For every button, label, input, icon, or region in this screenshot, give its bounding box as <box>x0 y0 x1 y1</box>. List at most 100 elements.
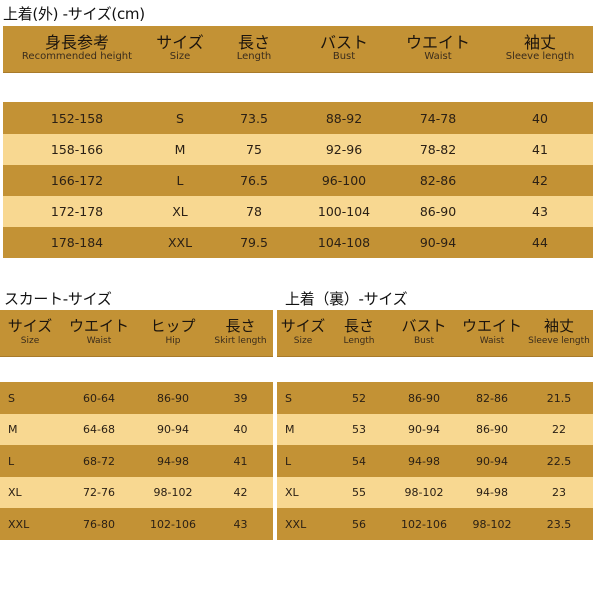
table-cell: 41 <box>487 134 593 165</box>
header-label-jp: 長さ <box>237 33 270 53</box>
table-row: L 54 94-98 90-94 22.5 <box>277 445 593 477</box>
header-label-jp: 身長参考 <box>44 33 109 53</box>
header-label-en: Size <box>169 51 191 63</box>
table-cell: 158-166 <box>3 134 151 165</box>
table-cell: 172-178 <box>3 196 151 227</box>
skirt-header-hip: ヒップ Hip <box>138 310 208 357</box>
table-cell: 60-64 <box>60 382 138 414</box>
outer-header-height: 身長参考 Recommended height <box>3 26 151 73</box>
table-cell: 76-80 <box>60 508 138 540</box>
table-cell: 39 <box>208 382 273 414</box>
table-cell: 92-96 <box>299 134 389 165</box>
table-cell: 64-68 <box>60 414 138 445</box>
table-cell: 102-106 <box>389 508 459 540</box>
table-row: M 53 90-94 86-90 22 <box>277 414 593 445</box>
row-spacer <box>3 72 593 102</box>
outer-header-row: 身長参考 Recommended height サイズ Size 長さ Length … <box>3 26 593 73</box>
table-cell: 86-90 <box>389 196 487 227</box>
table-cell: 40 <box>487 102 593 134</box>
row-spacer <box>277 356 593 382</box>
outer-header-length: 長さ Length <box>209 26 299 73</box>
table-cell: S <box>151 102 209 134</box>
inner-header-row: サイズ Size 長さ Length バスト Bust ウエイト Waist 袖丈 Sle… <box>277 310 593 357</box>
outer-size-title: 上着(外) -サイズ(cm) <box>3 5 145 23</box>
outer-header-sleeve: 袖丈 Sleeve length <box>487 26 593 73</box>
table-row: 172-178 XL 78 100-104 86-90 43 <box>3 196 593 227</box>
skirt-size-table: サイズ Size ウエイト Waist ヒップ Hip 長さ Skirt length … <box>0 310 273 540</box>
header-label-en: Bust <box>332 51 356 63</box>
header-label-jp: サイズ <box>280 317 326 336</box>
table-cell: 68-72 <box>60 445 138 477</box>
skirt-header-length: 長さ Skirt length <box>208 310 273 357</box>
table-row: S 52 86-90 82-86 21.5 <box>277 382 593 414</box>
header-label-jp: バスト <box>401 317 447 336</box>
skirt-header-size: サイズ Size <box>0 310 60 357</box>
table-cell: L <box>277 445 329 477</box>
table-cell: 94-98 <box>389 445 459 477</box>
table-cell: 96-100 <box>299 165 389 196</box>
header-label-jp: サイズ <box>156 33 204 53</box>
table-cell: 98-102 <box>389 477 459 508</box>
table-cell: 104-108 <box>299 227 389 258</box>
table-cell: 90-94 <box>389 227 487 258</box>
table-cell: 53 <box>329 414 389 445</box>
table-cell: XL <box>0 477 60 508</box>
header-label-en: Size <box>293 336 313 347</box>
table-cell: 21.5 <box>525 382 593 414</box>
table-cell: XL <box>151 196 209 227</box>
table-cell: 88-92 <box>299 102 389 134</box>
table-cell: 76.5 <box>209 165 299 196</box>
header-label-jp: ウエイト <box>405 33 470 53</box>
header-label-jp: ヒップ <box>150 317 196 336</box>
header-label-en: Sleeve length <box>505 51 575 63</box>
skirt-size-title: スカート-サイズ <box>4 290 112 308</box>
table-cell: S <box>0 382 60 414</box>
table-cell: M <box>277 414 329 445</box>
header-label-en: Sleeve length <box>528 336 590 347</box>
table-row: 166-172 L 76.5 96-100 82-86 42 <box>3 165 593 196</box>
header-label-en: Length <box>343 336 375 347</box>
inner-header-length: 長さ Length <box>329 310 389 357</box>
inner-header-bust: バスト Bust <box>389 310 459 357</box>
table-row: S 60-64 86-90 39 <box>0 382 273 414</box>
table-cell: 82-86 <box>389 165 487 196</box>
inner-header-size: サイズ Size <box>277 310 329 357</box>
table-row: XL 72-76 98-102 42 <box>0 477 273 508</box>
table-cell: 94-98 <box>459 477 525 508</box>
table-cell: 41 <box>208 445 273 477</box>
table-cell: M <box>151 134 209 165</box>
table-cell: 74-78 <box>389 102 487 134</box>
header-label-jp: ウエイト <box>68 317 129 336</box>
table-cell: 90-94 <box>389 414 459 445</box>
table-row: 178-184 XXL 79.5 104-108 90-94 44 <box>3 227 593 258</box>
table-cell: 23 <box>525 477 593 508</box>
header-label-en: Skirt length <box>214 336 267 347</box>
table-cell: 102-106 <box>138 508 208 540</box>
table-cell: 72-76 <box>60 477 138 508</box>
inner-header-sleeve: 袖丈 Sleeve length <box>525 310 593 357</box>
table-cell: 54 <box>329 445 389 477</box>
table-cell: 79.5 <box>209 227 299 258</box>
table-cell: 23.5 <box>525 508 593 540</box>
table-cell: 98-102 <box>138 477 208 508</box>
table-cell: 40 <box>208 414 273 445</box>
skirt-header-row: サイズ Size ウエイト Waist ヒップ Hip 長さ Skirt length <box>0 310 273 357</box>
outer-size-table: 身長参考 Recommended height サイズ Size 長さ Length … <box>3 26 593 258</box>
table-cell: 78 <box>209 196 299 227</box>
table-cell: 100-104 <box>299 196 389 227</box>
header-label-jp: サイズ <box>7 317 53 336</box>
header-label-jp: ウエイト <box>461 317 522 336</box>
table-cell: 43 <box>208 508 273 540</box>
table-cell: 22 <box>525 414 593 445</box>
table-cell: 42 <box>208 477 273 508</box>
table-cell: 75 <box>209 134 299 165</box>
table-cell: 90-94 <box>138 414 208 445</box>
header-label-en: Bust <box>413 336 435 347</box>
table-cell: 56 <box>329 508 389 540</box>
table-cell: 82-86 <box>459 382 525 414</box>
table-cell: 94-98 <box>138 445 208 477</box>
table-cell: 43 <box>487 196 593 227</box>
outer-header-waist: ウエイト Waist <box>389 26 487 73</box>
table-row: XL 55 98-102 94-98 23 <box>277 477 593 508</box>
header-label-jp: 長さ <box>225 317 256 336</box>
